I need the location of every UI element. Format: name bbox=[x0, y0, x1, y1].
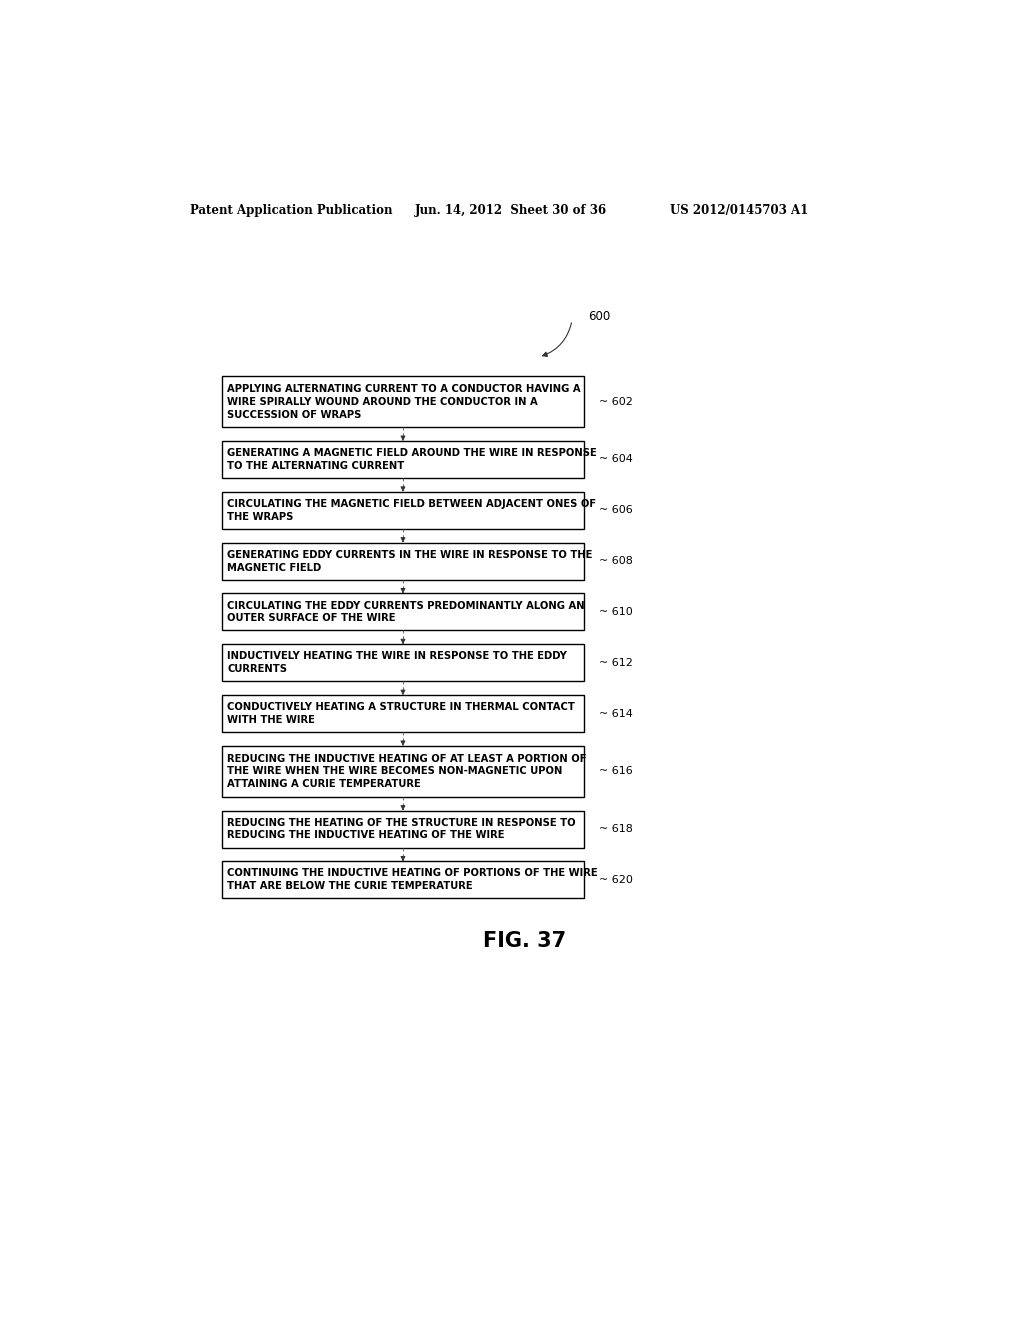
Text: GENERATING A MAGNETIC FIELD AROUND THE WIRE IN RESPONSE
TO THE ALTERNATING CURRE: GENERATING A MAGNETIC FIELD AROUND THE W… bbox=[227, 447, 597, 471]
Text: GENERATING EDDY CURRENTS IN THE WIRE IN RESPONSE TO THE
MAGNETIC FIELD: GENERATING EDDY CURRENTS IN THE WIRE IN … bbox=[227, 549, 593, 573]
Bar bbox=[221, 810, 585, 847]
Text: Patent Application Publication: Patent Application Publication bbox=[190, 205, 392, 218]
Bar bbox=[221, 543, 585, 579]
Bar bbox=[221, 746, 585, 797]
Text: Jun. 14, 2012  Sheet 30 of 36: Jun. 14, 2012 Sheet 30 of 36 bbox=[415, 205, 607, 218]
Text: INDUCTIVELY HEATING THE WIRE IN RESPONSE TO THE EDDY
CURRENTS: INDUCTIVELY HEATING THE WIRE IN RESPONSE… bbox=[227, 651, 567, 675]
Bar bbox=[221, 594, 585, 631]
Text: ~ 620: ~ 620 bbox=[599, 875, 633, 884]
Text: ~ 604: ~ 604 bbox=[599, 454, 633, 465]
Bar bbox=[221, 644, 585, 681]
Text: ~ 612: ~ 612 bbox=[599, 657, 633, 668]
Text: REDUCING THE INDUCTIVE HEATING OF AT LEAST A PORTION OF
THE WIRE WHEN THE WIRE B: REDUCING THE INDUCTIVE HEATING OF AT LEA… bbox=[227, 754, 587, 789]
Text: ~ 618: ~ 618 bbox=[599, 824, 633, 834]
Text: ~ 608: ~ 608 bbox=[599, 556, 633, 566]
Bar bbox=[221, 492, 585, 529]
Text: CIRCULATING THE MAGNETIC FIELD BETWEEN ADJACENT ONES OF
THE WRAPS: CIRCULATING THE MAGNETIC FIELD BETWEEN A… bbox=[227, 499, 596, 521]
Text: ~ 610: ~ 610 bbox=[599, 607, 633, 616]
Text: 600: 600 bbox=[589, 310, 610, 323]
Text: US 2012/0145703 A1: US 2012/0145703 A1 bbox=[671, 205, 809, 218]
Bar bbox=[221, 696, 585, 733]
Text: ~ 614: ~ 614 bbox=[599, 709, 633, 718]
Text: CONDUCTIVELY HEATING A STRUCTURE IN THERMAL CONTACT
WITH THE WIRE: CONDUCTIVELY HEATING A STRUCTURE IN THER… bbox=[227, 702, 574, 725]
Text: CONTINUING THE INDUCTIVE HEATING OF PORTIONS OF THE WIRE
THAT ARE BELOW THE CURI: CONTINUING THE INDUCTIVE HEATING OF PORT… bbox=[227, 869, 598, 891]
Text: CIRCULATING THE EDDY CURRENTS PREDOMINANTLY ALONG AN
OUTER SURFACE OF THE WIRE: CIRCULATING THE EDDY CURRENTS PREDOMINAN… bbox=[227, 601, 585, 623]
Text: ~ 606: ~ 606 bbox=[599, 506, 633, 515]
Bar bbox=[221, 376, 585, 428]
Text: REDUCING THE HEATING OF THE STRUCTURE IN RESPONSE TO
REDUCING THE INDUCTIVE HEAT: REDUCING THE HEATING OF THE STRUCTURE IN… bbox=[227, 817, 575, 841]
Text: FIG. 37: FIG. 37 bbox=[483, 931, 566, 950]
Bar bbox=[221, 862, 585, 899]
Text: ~ 602: ~ 602 bbox=[599, 397, 633, 407]
Text: ~ 616: ~ 616 bbox=[599, 767, 633, 776]
Text: APPLYING ALTERNATING CURRENT TO A CONDUCTOR HAVING A
WIRE SPIRALLY WOUND AROUND : APPLYING ALTERNATING CURRENT TO A CONDUC… bbox=[227, 384, 581, 420]
Bar bbox=[221, 441, 585, 478]
